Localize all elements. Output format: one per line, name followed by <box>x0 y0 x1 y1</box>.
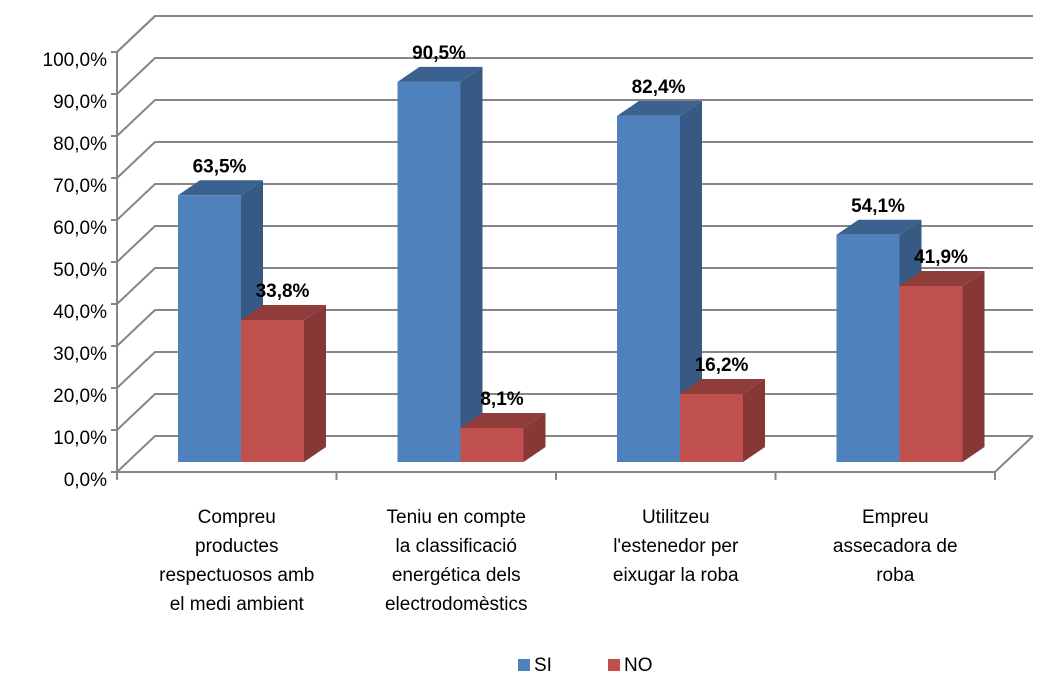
y-tick-label: 70,0% <box>53 176 107 197</box>
x-tick-label: Compreu productes respectuosos amb el me… <box>159 507 315 615</box>
data-label: 33,8% <box>256 281 310 302</box>
bar <box>680 393 743 462</box>
grid-line <box>116 57 1033 95</box>
y-tick-label: 20,0% <box>53 386 107 407</box>
grid-line <box>116 351 1033 389</box>
bar-top <box>460 412 546 428</box>
grid-line <box>116 141 1033 179</box>
bar-side <box>523 412 546 462</box>
legend-label: NO <box>624 655 653 676</box>
data-label: 8,1% <box>480 389 523 410</box>
x-label-box: Empreu assecadora de roba <box>832 507 958 586</box>
bar <box>899 286 963 462</box>
bar <box>397 81 461 463</box>
grid-line <box>116 99 1033 137</box>
bar-side <box>680 100 702 463</box>
bar-top <box>178 180 263 196</box>
y-tick-label: 30,0% <box>53 344 107 365</box>
data-label: 54,1% <box>851 196 905 217</box>
x-tick-label: Empreu assecadora de roba <box>832 507 958 586</box>
legend-swatch <box>518 659 530 671</box>
bar-top <box>836 219 922 235</box>
bar-top <box>680 378 765 394</box>
grid-line <box>116 183 1033 221</box>
x-label-box: Teniu en compte la classificació energét… <box>384 507 528 615</box>
data-label: 90,5% <box>412 43 466 64</box>
bar-top <box>397 66 483 82</box>
grid-line <box>116 15 1033 53</box>
bar <box>460 427 524 462</box>
y-tick-label: 60,0% <box>53 218 107 239</box>
y-tick-label: 80,0% <box>53 134 107 155</box>
y-tick-label: 50,0% <box>53 260 107 281</box>
bar <box>178 195 241 463</box>
bar-side <box>962 271 985 462</box>
grid-line <box>116 267 1033 305</box>
legend-swatch <box>608 659 620 671</box>
x-tick-label: Utilitzeu l'estenedor per eixugar la rob… <box>612 507 739 586</box>
bar-side <box>304 305 326 462</box>
bar-side <box>743 378 765 462</box>
y-tick-label: 0,0% <box>64 470 107 491</box>
data-label: 82,4% <box>632 77 686 98</box>
x-label-box: Compreu productes respectuosos amb el me… <box>159 507 315 615</box>
bar <box>241 320 304 462</box>
x-label-box: Utilitzeu l'estenedor per eixugar la rob… <box>612 507 739 586</box>
grid-line <box>116 309 1033 347</box>
bar <box>617 115 680 463</box>
data-label: 16,2% <box>695 355 749 376</box>
bar <box>836 234 900 462</box>
bar-side <box>460 66 483 463</box>
data-label: 41,9% <box>914 247 968 268</box>
y-tick-label: 90,0% <box>53 92 107 113</box>
y-tick-label: 40,0% <box>53 302 107 323</box>
bar-top <box>241 305 326 321</box>
x-tick-label: Teniu en compte la classificació energét… <box>384 507 528 615</box>
bar-top <box>899 271 985 287</box>
grid-line <box>116 225 1033 263</box>
y-tick-label: 10,0% <box>53 428 107 449</box>
legend-label: SI <box>534 655 552 676</box>
data-label: 63,5% <box>193 156 247 177</box>
y-tick-label: 100,0% <box>43 50 108 71</box>
bar-top <box>617 100 702 116</box>
